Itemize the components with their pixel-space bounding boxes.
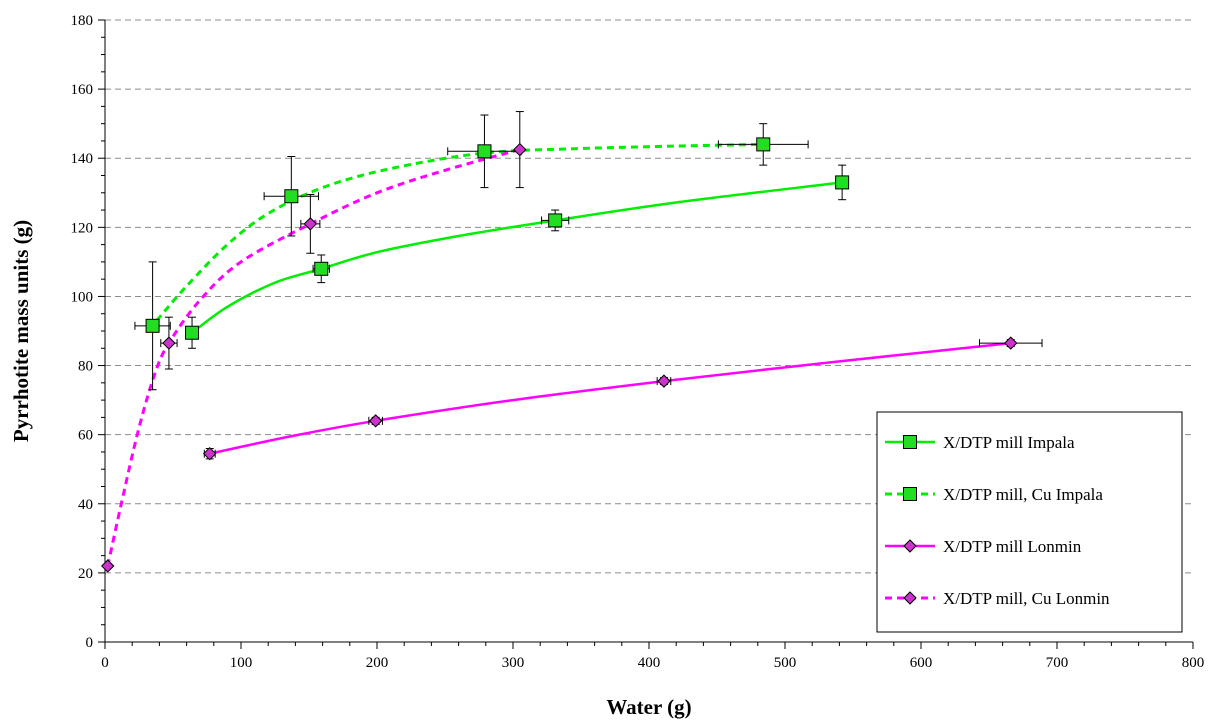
legend-label: X/DTP mill Lonmin xyxy=(943,537,1082,556)
y-tick-label: 20 xyxy=(78,566,93,582)
legend-label: X/DTP mill, Cu Lonmin xyxy=(943,589,1110,608)
y-tick-label: 100 xyxy=(71,289,94,305)
legend-marker xyxy=(903,435,917,449)
x-tick-label: 0 xyxy=(101,655,109,671)
y-tick-label: 140 xyxy=(71,151,94,167)
series-layer xyxy=(101,111,1043,573)
grid-lines xyxy=(105,19,1193,574)
legend-marker xyxy=(903,539,917,553)
series-line xyxy=(106,148,521,567)
tick-labels: 0 20 40 60 80 100 120 140 160 180 0 100 200 300 400 500… xyxy=(71,13,1205,671)
x-tick-label: 800 xyxy=(1182,655,1205,671)
x-tick-label: 300 xyxy=(502,655,525,671)
data-point xyxy=(1004,336,1018,350)
data-point xyxy=(835,175,850,190)
data-point xyxy=(145,318,160,333)
x-tick-label: 700 xyxy=(1046,655,1069,671)
data-point xyxy=(162,336,176,350)
data-point xyxy=(101,559,115,573)
legend-marker xyxy=(903,487,917,501)
data-point xyxy=(284,189,299,204)
legend-marker xyxy=(903,591,917,605)
data-point xyxy=(548,213,563,228)
y-tick-label: 180 xyxy=(71,13,94,29)
series-0 xyxy=(191,181,843,334)
y-tick-label: 0 xyxy=(86,635,94,651)
series-3-points xyxy=(101,111,527,573)
series-1-points xyxy=(134,114,809,391)
series-line xyxy=(209,341,1011,455)
series-1 xyxy=(155,142,764,322)
data-point xyxy=(657,374,671,388)
y-tick-label: 40 xyxy=(78,497,93,513)
y-tick-label: 80 xyxy=(78,359,93,375)
series-2-points xyxy=(203,336,1043,461)
legend-box xyxy=(876,411,1183,633)
x-tick-label: 500 xyxy=(774,655,797,671)
y-tick-label: 60 xyxy=(78,428,93,444)
series-3 xyxy=(106,148,521,567)
data-point xyxy=(513,142,527,157)
x-axis-title: Water (g) xyxy=(606,695,691,719)
series-line xyxy=(155,142,764,322)
y-tick-label: 120 xyxy=(71,220,94,236)
data-point xyxy=(756,137,771,152)
x-tick-label: 100 xyxy=(230,655,253,671)
series-0-points xyxy=(185,164,850,349)
y-axis-title: Pyrrhotite mass units (g) xyxy=(9,220,33,442)
data-point xyxy=(477,144,492,159)
y-tick-label: 160 xyxy=(71,82,94,98)
x-tick-label: 400 xyxy=(638,655,661,671)
data-point xyxy=(368,414,383,428)
data-point xyxy=(314,261,329,276)
legend: X/DTP mill Impala X/DTP mill, Cu Impala X/… xyxy=(876,411,1183,633)
legend-entry: X/DTP mill Lonmin xyxy=(885,537,1082,556)
data-point xyxy=(303,217,318,231)
x-tick-label: 600 xyxy=(910,655,933,671)
legend-entry: X/DTP mill, Cu Impala xyxy=(885,485,1103,504)
data-point xyxy=(185,325,200,340)
axes xyxy=(98,19,1194,649)
legend-entry: X/DTP mill Impala xyxy=(885,433,1075,452)
data-point xyxy=(203,446,217,461)
x-tick-label: 200 xyxy=(366,655,389,671)
legend-entry: X/DTP mill, Cu Lonmin xyxy=(885,589,1110,608)
legend-label: X/DTP mill Impala xyxy=(943,433,1075,452)
series-2 xyxy=(209,341,1011,455)
series-line xyxy=(191,181,843,334)
legend-label: X/DTP mill, Cu Impala xyxy=(943,485,1103,504)
